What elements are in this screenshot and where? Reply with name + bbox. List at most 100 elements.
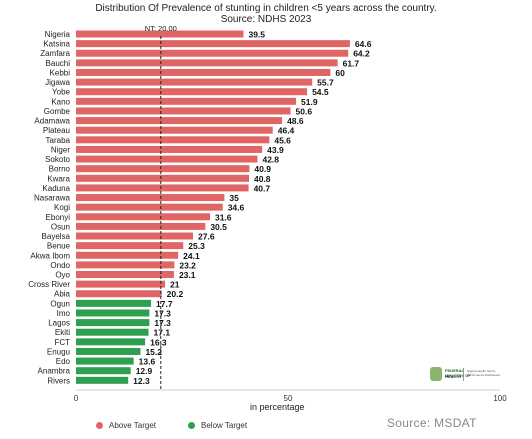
category-label-borno: Borno: [49, 165, 71, 174]
value-label-katsina: 64.6: [355, 39, 372, 49]
category-label-ekiti: Ekiti: [55, 328, 70, 337]
bar-niger: [76, 145, 263, 153]
value-label-adamawa: 48.6: [287, 116, 304, 126]
bar-benue: [76, 242, 184, 250]
category-label-rivers: Rivers: [47, 376, 70, 385]
value-label-kano: 51.9: [301, 97, 318, 107]
category-label-ogun: Ogun: [50, 299, 70, 308]
logo-divider: [463, 368, 464, 381]
value-label-sokoto: 42.8: [262, 155, 279, 165]
bar-gombe: [76, 107, 291, 115]
bar-imo: [76, 309, 150, 317]
value-label-zamfara: 64.2: [353, 49, 370, 59]
value-label-lagos: 17.3: [154, 318, 171, 328]
category-label-edo: Edo: [56, 357, 71, 366]
value-label-kwara: 40.8: [254, 174, 271, 184]
category-label-kaduna: Kaduna: [42, 184, 70, 193]
bar-osun: [76, 222, 206, 230]
bar-ebonyi: [76, 213, 210, 221]
legend-label-below: Below Target: [201, 421, 248, 430]
category-label-benue: Benue: [47, 242, 71, 251]
target-label: NT: 20.00: [145, 24, 177, 33]
category-label-plateau: Plateau: [43, 126, 70, 135]
value-label-yobe: 54.5: [312, 87, 329, 97]
bar-nasarawa: [76, 194, 225, 202]
bar-rivers: [76, 376, 129, 384]
value-label-plateau: 46.4: [278, 126, 295, 136]
category-label-bauchi: Bauchi: [46, 59, 71, 68]
category-label-bayelsa: Bayelsa: [42, 232, 71, 241]
bar-ondo: [76, 261, 175, 269]
value-label-edo: 13.6: [139, 357, 156, 367]
bar-akwa-ibom: [76, 251, 179, 259]
category-label-sokoto: Sokoto: [45, 155, 70, 164]
coat-of-arms-icon: [430, 367, 442, 381]
value-label-oyo: 23.1: [179, 270, 196, 280]
x-tick-label-50: 50: [284, 394, 293, 403]
bar-borno: [76, 165, 250, 173]
value-label-fct: 16.3: [150, 337, 167, 347]
logo-org: FEDERAL MINISTRY OF: [445, 368, 471, 378]
value-label-abia: 20.2: [167, 289, 184, 299]
source-note: Source: MSDAT: [387, 416, 477, 430]
category-label-kano: Kano: [51, 97, 70, 106]
bar-cross-river: [76, 280, 166, 288]
bar-fct: [76, 338, 146, 346]
logo-name: HEALTH: [445, 374, 461, 379]
category-label-kogi: Kogi: [54, 203, 70, 212]
bar-abia: [76, 290, 162, 298]
bar-jigawa: [76, 78, 313, 86]
category-label-yobe: Yobe: [52, 88, 71, 97]
bar-kogi: [76, 203, 223, 211]
x-axis-label: in percentage: [250, 402, 305, 412]
category-label-adamawa: Adamawa: [34, 117, 70, 126]
bar-ekiti: [76, 328, 149, 336]
value-label-kebbi: 60: [335, 68, 345, 78]
category-label-lagos: Lagos: [48, 319, 70, 328]
value-label-enugu: 15.2: [145, 347, 162, 357]
value-label-niger: 43.9: [267, 145, 284, 155]
category-label-niger: Niger: [51, 145, 70, 154]
bar-zamfara: [76, 49, 349, 57]
bar-edo: [76, 357, 134, 365]
value-label-ekiti: 17.1: [154, 328, 171, 338]
x-tick-label-0: 0: [74, 394, 79, 403]
bar-bauchi: [76, 59, 338, 67]
chart-subtitle: Source: NDHS 2023: [220, 14, 312, 25]
legend-item-below: Below Target: [188, 421, 247, 430]
category-label-anambra: Anambra: [38, 367, 71, 376]
bar-kwara: [76, 174, 249, 182]
value-label-nasarawa: 35: [229, 193, 239, 203]
category-label-enugu: Enugu: [47, 347, 70, 356]
bar-taraba: [76, 136, 270, 144]
value-label-ogun: 17.7: [156, 299, 173, 309]
category-label-gombe: Gombe: [44, 107, 71, 116]
legend-swatch-below: [188, 422, 195, 430]
category-label-ondo: Ondo: [50, 261, 70, 270]
bar-kaduna: [76, 184, 249, 192]
category-label-akwa-ibom: Akwa Ibom: [30, 251, 70, 260]
bar-yobe: [76, 88, 308, 96]
value-label-imo: 17.3: [154, 308, 171, 318]
bar-katsina: [76, 40, 350, 48]
bar-sokoto: [76, 155, 258, 163]
bar-kebbi: [76, 68, 331, 76]
value-label-rivers: 12.3: [133, 376, 150, 386]
ministry-logo: FEDERAL MINISTRY OF HEALTH Nigeria Health…: [430, 366, 530, 388]
bar-oyo: [76, 271, 174, 278]
value-label-bayelsa: 27.6: [198, 232, 215, 242]
category-label-osun: Osun: [51, 222, 70, 231]
category-label-taraba: Taraba: [46, 136, 71, 145]
category-label-jigawa: Jigawa: [45, 78, 70, 87]
legend-item-above: Above Target: [96, 421, 156, 430]
bar-nigeria: [76, 30, 244, 38]
bar-lagos: [76, 319, 150, 327]
value-label-ondo: 23.2: [179, 260, 196, 270]
bar-adamawa: [76, 117, 283, 125]
category-label-katsina: Katsina: [43, 40, 70, 49]
category-label-fct: FCT: [54, 338, 70, 347]
bar-anambra: [76, 367, 131, 375]
value-label-anambra: 12.9: [136, 366, 153, 376]
